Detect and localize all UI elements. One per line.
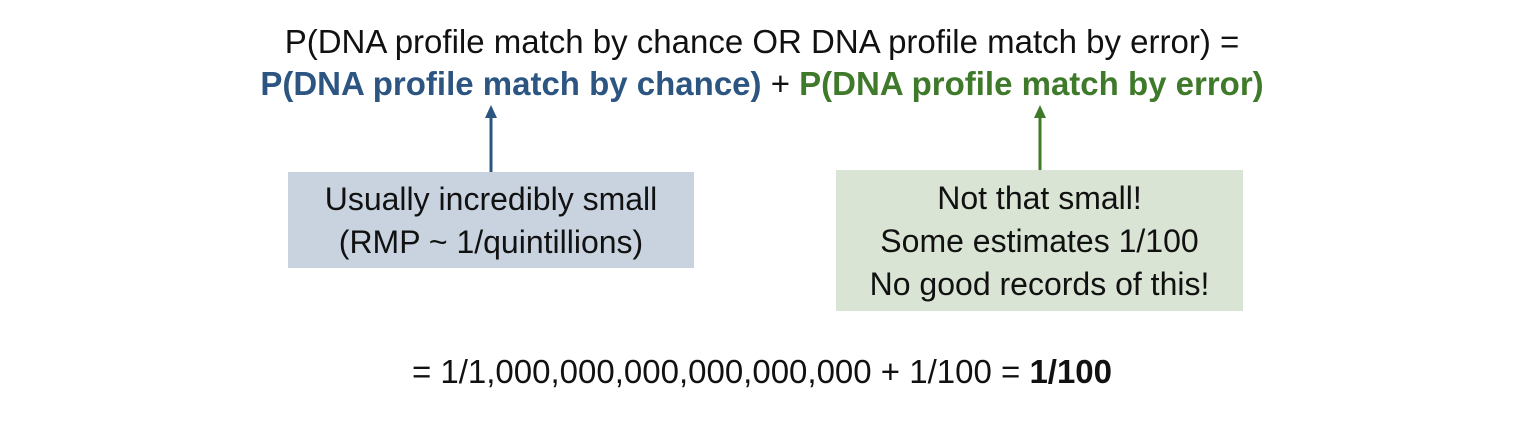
error-note-line: No good records of this!: [869, 266, 1210, 302]
plus-sign: +: [770, 65, 800, 102]
error-term: P(DNA profile match by error): [799, 65, 1264, 102]
chance-term: P(DNA profile match by chance): [260, 65, 762, 102]
error-note-line: Some estimates 1/100: [880, 223, 1199, 259]
error-arrow: [1034, 105, 1046, 170]
chance-note-line: (RMP ~ 1/quintillions): [338, 224, 644, 260]
equation-line-2: P(DNA profile match by chance) + P(DNA p…: [0, 64, 1524, 104]
chance-note-box: Usually incredibly small (RMP ~ 1/quinti…: [288, 172, 694, 268]
equation-line-1: P(DNA profile match by chance OR DNA pro…: [284, 23, 1240, 60]
result-answer: 1/100: [1029, 353, 1113, 390]
chance-note-line: Usually incredibly small: [324, 181, 658, 217]
result-expression: = 1/1,000,000,000,000,000,000 + 1/100 =: [411, 353, 1030, 390]
result-equation: = 1/1,000,000,000,000,000,000 + 1/100 = …: [0, 352, 1524, 392]
error-note-line: Not that small!: [937, 180, 1142, 216]
error-note-box: Not that small! Some estimates 1/100 No …: [836, 170, 1243, 311]
chance-arrow: [485, 105, 497, 172]
